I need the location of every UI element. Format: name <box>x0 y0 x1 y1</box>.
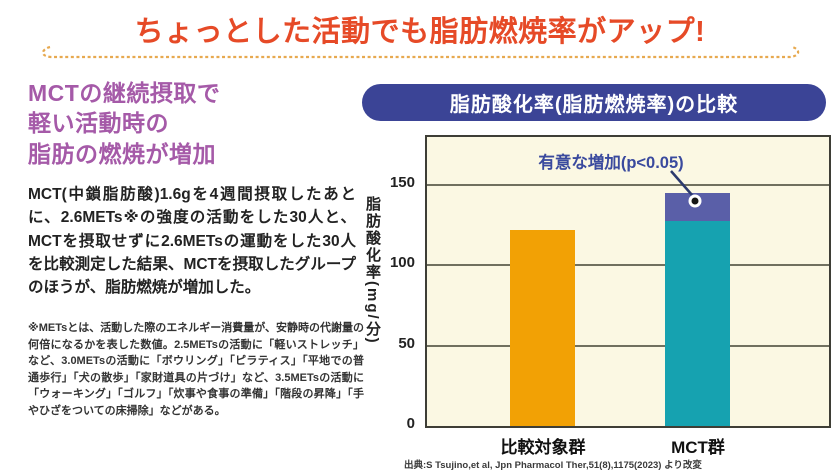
bar-mct-group <box>665 193 730 426</box>
left-heading: MCTの継続摂取で 軽い活動時の 脂肪の燃焼が増加 <box>28 80 221 167</box>
page-title: ちょっとした活動でも脂肪燃焼率がアップ! <box>134 16 706 48</box>
bar-control-group <box>510 230 575 426</box>
decorative-squiggle-underline <box>41 45 800 59</box>
gridline <box>427 184 829 187</box>
gridline <box>427 344 829 347</box>
study-description-text: MCT(中鎖脂肪酸)1.6gを4週間摂取したあとに、2.6METs※の強度の活動… <box>28 186 356 296</box>
y-tick-label: 50 <box>398 334 415 352</box>
bar-control <box>510 230 575 426</box>
x-category-label-mct: MCT群 <box>671 438 725 457</box>
significance-annotation: 有意な増加(p<0.05) <box>538 154 684 172</box>
y-tick-label: 150 <box>389 174 415 192</box>
x-category-label-control: 比較対象群 <box>500 438 586 457</box>
y-ticks: 0 50 100 150 <box>383 135 417 432</box>
mets-footnote-text: ※METsとは、活動した際のエネルギー消費量が、安静時の代謝量の何倍になるかを表… <box>28 322 364 417</box>
gridline <box>427 264 829 267</box>
plot-area <box>425 135 831 428</box>
bar-mct-increase <box>665 193 730 221</box>
source-citation: 出典:S Tsujino,et al, Jpn Pharmacol Ther,5… <box>404 460 702 471</box>
y-tick-label: 100 <box>389 254 415 272</box>
chart-title-banner: 脂肪酸化率(脂肪燃焼率)の比較 <box>362 84 826 121</box>
y-axis-label: 脂肪酸化率(mg/分) <box>364 196 381 345</box>
y-tick-label: 0 <box>406 415 415 432</box>
bar-mct-base <box>665 220 730 426</box>
